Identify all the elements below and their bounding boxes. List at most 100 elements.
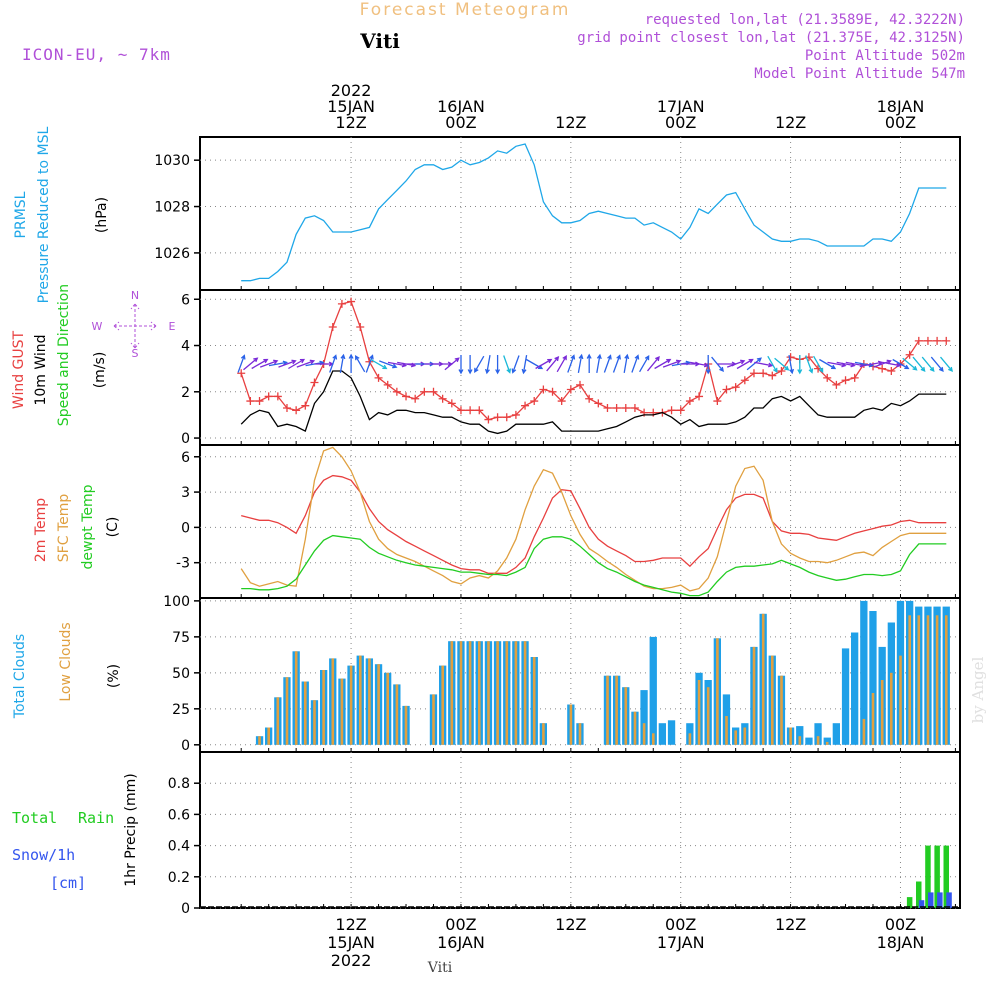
panel-1: 102610281030	[154, 137, 960, 290]
y-tick-label: 6	[181, 450, 190, 466]
gust-marker	[301, 402, 309, 410]
gust-marker	[329, 323, 337, 331]
bar-low-clouds	[725, 716, 728, 745]
bar-low-clouds	[863, 719, 866, 745]
percent-unit-label: (%)	[106, 664, 122, 688]
top-axis-label: 00Z	[445, 113, 476, 132]
gust-marker	[915, 337, 923, 345]
bar-low-clouds	[322, 670, 325, 745]
bar-low-clouds	[368, 658, 371, 744]
location-name: Viti	[359, 29, 400, 53]
series-line-prmsl	[241, 144, 946, 281]
pressure-panel-labels: PRMSL Pressure Reduced to MSL (hPa)	[13, 126, 110, 303]
bar-low-clouds	[386, 673, 389, 745]
gust-marker	[878, 365, 886, 373]
gust-marker	[695, 392, 703, 400]
wind-direction-arrow	[349, 355, 353, 373]
bar-low-clouds	[396, 684, 399, 744]
y-tick-label: 6	[181, 292, 190, 308]
sfc-temp-label: SFC Temp	[56, 494, 72, 563]
wind-direction-arrow	[244, 358, 258, 370]
bar-low-clouds	[304, 682, 307, 745]
wind-direction-arrow	[587, 355, 591, 373]
top-axis-label: 00Z	[665, 113, 696, 132]
wind-direction-arrow	[604, 356, 611, 373]
watermark: by Angel	[969, 656, 987, 723]
gust-marker	[402, 392, 410, 400]
chart-title: Forecast Meteogram	[360, 0, 571, 20]
bottom-axis-label: 17JAN	[657, 933, 705, 952]
bottom-axis-label: 16JAN	[437, 933, 485, 952]
panel-5: 00.20.40.60.8	[168, 752, 960, 917]
hpa-unit-label: (hPa)	[94, 197, 110, 233]
bar-low-clouds	[460, 641, 463, 745]
bar-low-clouds	[918, 615, 921, 745]
y-tick-label: 50	[172, 666, 190, 682]
bottom-axis-label: 12Z	[555, 915, 586, 934]
bar-low-clouds	[350, 666, 353, 745]
bottom-axis-label: 12Z	[775, 915, 806, 934]
gust-marker	[622, 404, 630, 412]
bar-low-clouds	[707, 687, 710, 745]
top-axis-label: 12Z	[555, 113, 586, 132]
wind-panel-labels: Wind GUST 10m Wind Speed and Direction (…	[11, 284, 176, 426]
temp-panel-labels: 2m Temp SFC Temp dewpt Temp (C)	[33, 484, 121, 569]
wind-direction-arrow	[496, 355, 500, 373]
wind-direction-arrow	[379, 361, 396, 368]
wind-direction-arrow	[512, 356, 519, 373]
y-tick-label: 0	[181, 431, 190, 447]
y-tick-label: 0	[181, 901, 190, 917]
y-tick-label: 100	[163, 594, 190, 610]
bar-low-clouds	[689, 733, 692, 745]
gust-marker	[851, 374, 859, 382]
bar-total-clouds	[650, 637, 657, 745]
y-tick-label: 0.2	[168, 870, 190, 886]
bar-low-clouds	[469, 641, 472, 745]
top-time-axis: 202215JAN12Z16JAN00Z 12Z17JAN00Z 12Z18JAN0…	[327, 81, 924, 132]
model-point-altitude: Model Point Altitude 547m	[754, 66, 965, 82]
bar-total-clouds	[668, 720, 675, 745]
wind-direction-arrow	[578, 355, 582, 373]
wind-direction-arrow	[297, 360, 314, 367]
bottom-axis-label: 18JAN	[877, 933, 925, 952]
gust-marker	[576, 381, 584, 389]
prmsl-label: PRMSL	[13, 191, 29, 238]
bar-low-clouds	[817, 736, 820, 745]
bar-low-clouds	[625, 687, 628, 745]
wind-direction-arrow	[522, 355, 526, 373]
wind-direction-arrow	[597, 355, 601, 373]
bar-total-clouds	[851, 633, 858, 745]
bar-low-clouds	[945, 615, 948, 745]
compass-north: N	[131, 289, 139, 302]
bar-low-clouds	[698, 680, 701, 745]
bottom-axis-label: 00Z	[885, 915, 916, 934]
panel-frame	[200, 752, 960, 908]
bar-low-clouds	[313, 700, 316, 745]
wind-direction-arrow	[526, 360, 542, 369]
total-rain-label: Total	[12, 809, 57, 827]
gust-marker	[466, 406, 474, 414]
wind-direction-arrow	[536, 360, 552, 369]
wind-direction-arrow	[468, 355, 472, 373]
bar-low-clouds	[744, 728, 747, 745]
bar-low-clouds	[789, 728, 792, 745]
bar-total-clouds	[805, 738, 812, 745]
gust-marker	[759, 369, 767, 377]
bar-low-clouds	[734, 730, 737, 744]
gust-marker	[768, 372, 776, 380]
wind-speed-dir-label: Speed and Direction	[56, 284, 72, 426]
wind-10m-label: 10m Wind	[33, 334, 49, 405]
y-tick-label: 3	[181, 485, 190, 501]
wind-direction-arrow	[648, 357, 660, 371]
bar-low-clouds	[277, 697, 280, 745]
wind-direction-arrow	[819, 360, 835, 369]
bottom-axis-label: 15JAN	[327, 933, 375, 952]
y-tick-label: 1028	[154, 200, 190, 216]
bar-low-clouds	[606, 676, 609, 745]
model-label: ICON-EU, ~ 7km	[22, 45, 171, 64]
bar-low-clouds	[771, 656, 774, 745]
bar-low-clouds	[359, 656, 362, 745]
bar-low-clouds	[927, 615, 930, 745]
bar-total-clouds	[842, 648, 849, 744]
bar-low-clouds	[258, 736, 261, 745]
